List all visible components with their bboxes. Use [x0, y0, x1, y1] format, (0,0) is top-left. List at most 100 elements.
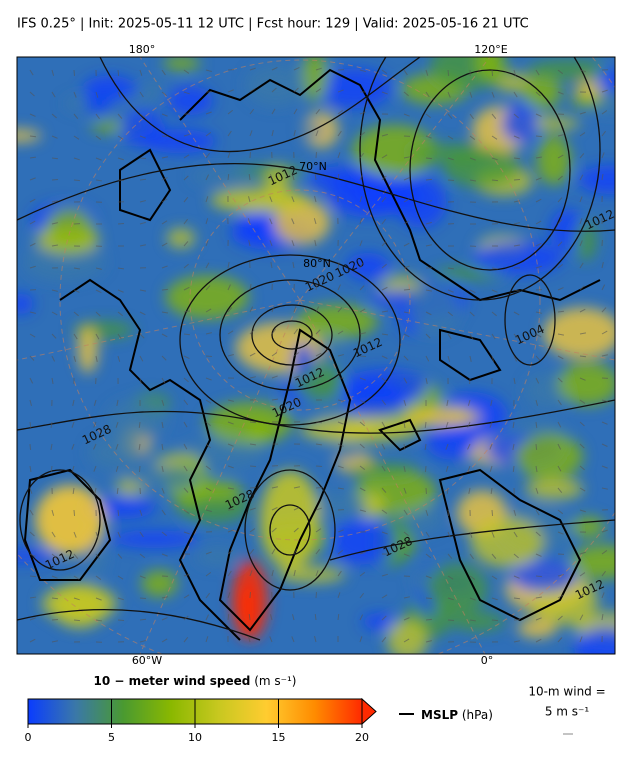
wind-vector — [469, 135, 476, 140]
wind-vector — [381, 509, 388, 514]
wind-vector — [51, 531, 56, 538]
wind-vector — [425, 91, 430, 98]
wind-vector — [601, 173, 604, 181]
wind-vector — [403, 265, 410, 269]
wind-patch — [141, 570, 178, 598]
wind-vector — [337, 284, 341, 291]
wind-vector — [161, 265, 168, 269]
wind-vector — [381, 91, 388, 95]
wind-vector — [51, 157, 59, 160]
wind-vector — [183, 218, 189, 225]
wind-vector — [249, 443, 257, 446]
wind-vector — [183, 465, 188, 472]
map: 1012102010121020102810281012101210041012… — [17, 57, 615, 654]
wind-vector — [183, 377, 189, 383]
wind-patch — [277, 566, 346, 583]
wind-vector — [29, 355, 35, 361]
wind-vector — [183, 133, 190, 137]
wind-vector — [513, 244, 520, 247]
wind-vector — [359, 111, 366, 115]
wind-vector — [139, 244, 146, 247]
wind-vector — [359, 443, 365, 449]
wind-vector — [293, 527, 299, 533]
wind-patch — [330, 518, 395, 565]
wind-vector — [227, 307, 233, 313]
wind-vector — [293, 506, 300, 511]
wind-vector — [29, 135, 37, 138]
wind-vector — [293, 87, 299, 93]
wind-patch — [470, 517, 544, 568]
wind-vector — [227, 443, 234, 447]
wind-vector — [115, 421, 119, 428]
wind-vector — [183, 175, 189, 181]
wind-vector — [227, 109, 234, 115]
wind-vector — [425, 311, 432, 316]
wind-vector — [469, 179, 477, 182]
wind-vector — [315, 443, 323, 446]
wind-vector — [205, 592, 211, 599]
wind-vector — [513, 178, 521, 181]
wind-vector — [183, 594, 190, 599]
wind-vector — [139, 618, 147, 621]
wind-vector — [337, 421, 344, 425]
wind-vector — [513, 597, 521, 600]
wind-vector — [359, 69, 366, 73]
wind-vector — [94, 487, 97, 494]
wind-vector — [183, 531, 190, 535]
wind-key-label: 10-m wind = — [528, 685, 605, 699]
wind-vector — [315, 108, 321, 115]
wind-vector — [205, 131, 212, 137]
wind-vector — [424, 443, 427, 451]
wind-vector — [579, 240, 583, 247]
wind-vector — [381, 355, 388, 360]
wind-vector — [447, 531, 451, 538]
wind-vector — [337, 130, 342, 137]
wind-vector — [183, 637, 189, 643]
wind-vector — [161, 177, 168, 181]
wind-vector — [337, 549, 344, 555]
wind-vector — [467, 443, 471, 450]
wind-vector — [403, 156, 410, 159]
wind-vector — [293, 548, 298, 555]
wind-vector — [315, 130, 319, 137]
colorbar-tick-label: 10 — [188, 731, 202, 744]
wind-vector — [73, 311, 79, 317]
wind-vector — [205, 509, 212, 512]
wind-vector — [29, 443, 32, 451]
wind-patch — [368, 389, 420, 403]
wind-vector — [425, 221, 432, 225]
wind-vector — [490, 487, 493, 495]
wind-vector — [381, 399, 387, 406]
wind-vector — [359, 614, 364, 621]
wind-vector — [491, 597, 498, 601]
wind-vector — [292, 614, 295, 621]
wind-vector — [314, 173, 317, 181]
wind-patch — [317, 68, 392, 109]
wind-vector — [579, 443, 585, 449]
wind-vector — [403, 617, 410, 621]
wind-vector — [249, 548, 255, 555]
wind-vector — [359, 240, 363, 247]
wind-vector — [51, 377, 54, 384]
wind-vector — [293, 375, 300, 379]
title: IFS 0.25° | Init: 2025-05-11 12 UTC | Fc… — [17, 17, 529, 32]
wind-vector — [161, 421, 164, 428]
wind-vector — [51, 597, 59, 600]
wind-vector — [381, 286, 388, 291]
wind-vector — [72, 399, 75, 406]
longitude-label: 60°W — [132, 654, 162, 667]
wind-vector — [161, 443, 164, 451]
wind-vector — [579, 399, 586, 404]
wind-vector — [425, 135, 432, 139]
wind-vector — [227, 487, 235, 490]
wind-patch — [526, 59, 610, 80]
wind-vector — [403, 69, 408, 76]
wind-vector — [557, 594, 564, 599]
wind-vector — [557, 574, 564, 577]
wind-vector — [579, 551, 586, 555]
wind-vector — [227, 549, 234, 555]
wind-vector — [403, 443, 406, 451]
wind-vector — [183, 573, 190, 577]
wind-vector — [337, 152, 341, 159]
wind-vector — [447, 553, 453, 559]
